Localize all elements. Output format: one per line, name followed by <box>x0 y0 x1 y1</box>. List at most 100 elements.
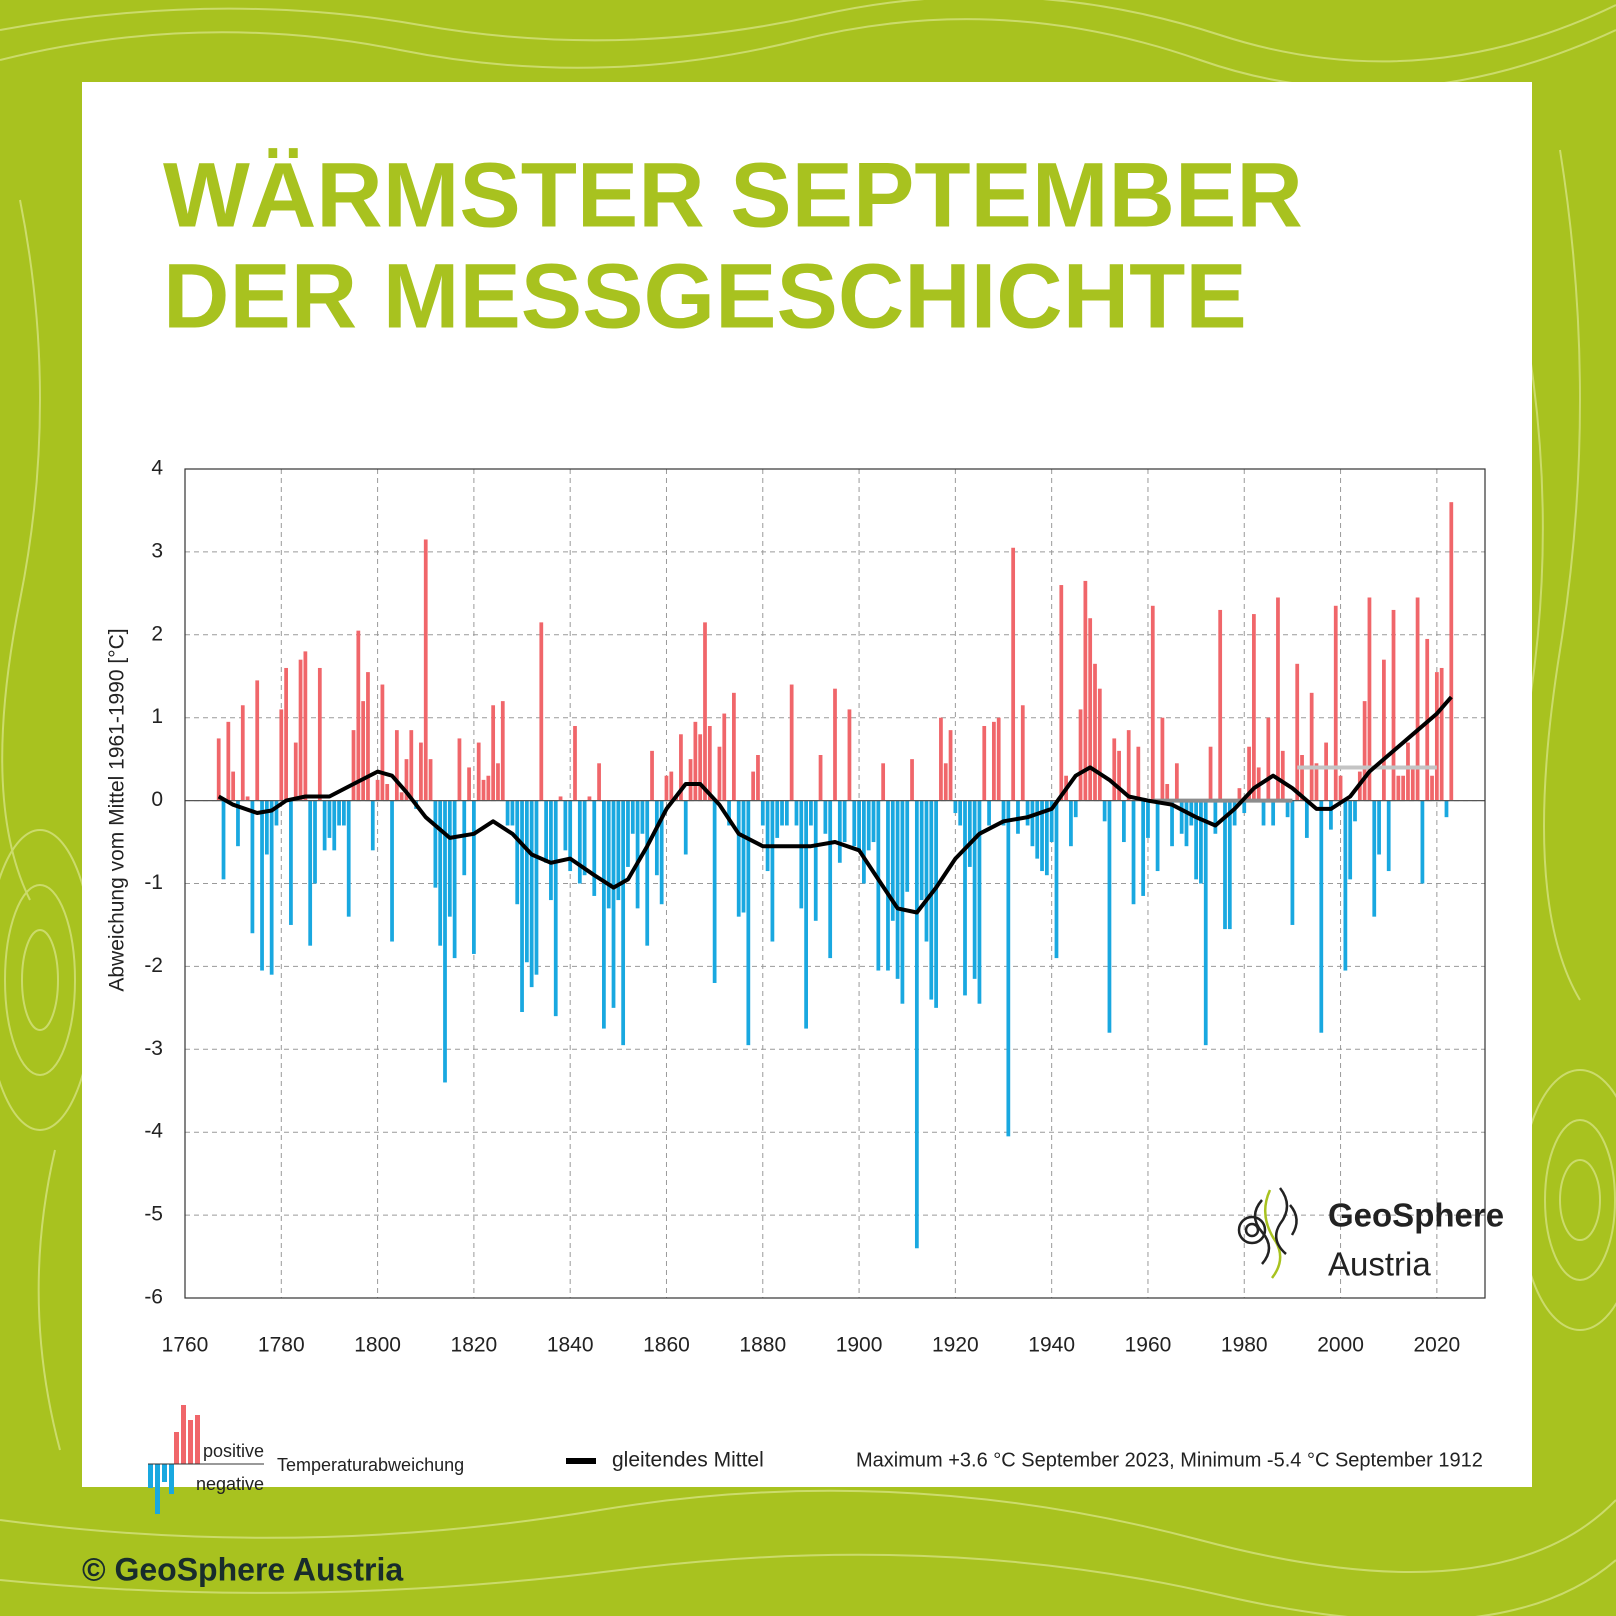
legend-label: positive <box>203 1441 264 1461</box>
bar <box>351 730 356 801</box>
bar <box>770 800 775 942</box>
bar <box>751 771 756 801</box>
bar <box>1362 701 1367 801</box>
bar <box>732 692 736 801</box>
bar <box>640 800 645 834</box>
bar <box>563 800 568 851</box>
bar <box>1324 742 1328 801</box>
bar <box>529 800 534 988</box>
bar <box>1382 659 1386 801</box>
bar <box>1261 800 1266 826</box>
bar <box>423 539 428 801</box>
x-tick-label: 1880 <box>739 1334 786 1357</box>
bar <box>491 705 496 801</box>
bar <box>592 800 597 896</box>
bar <box>967 800 972 867</box>
bar <box>1406 742 1410 801</box>
bar <box>558 796 563 801</box>
bar <box>419 742 423 801</box>
legend-icon <box>148 1405 596 1514</box>
bar <box>496 763 500 801</box>
bar <box>1160 717 1165 801</box>
bar <box>313 800 317 884</box>
bar <box>1285 800 1290 818</box>
bar <box>963 800 967 996</box>
bar <box>626 800 630 867</box>
bar <box>486 775 491 801</box>
bar <box>910 759 914 801</box>
title-line: DER MESSGESCHICHTE <box>163 245 1247 347</box>
bar <box>862 800 866 884</box>
bar <box>833 688 837 801</box>
bar <box>549 800 553 901</box>
bar <box>409 730 414 801</box>
bar <box>1040 800 1044 872</box>
bar <box>1386 800 1391 872</box>
bar <box>992 721 996 801</box>
bar <box>1107 800 1112 1033</box>
bar <box>1449 502 1454 801</box>
bar <box>375 779 380 801</box>
bar <box>929 800 934 1000</box>
bar <box>852 800 857 847</box>
bar <box>1049 800 1054 843</box>
bar <box>597 763 601 801</box>
bar <box>698 734 703 801</box>
bar <box>500 701 505 801</box>
bar <box>467 767 471 801</box>
bar <box>342 800 346 826</box>
bar <box>1367 597 1372 801</box>
bar <box>1444 800 1449 818</box>
bar <box>428 759 433 801</box>
bar <box>472 800 476 954</box>
bar <box>1102 800 1107 822</box>
bar <box>1174 763 1179 801</box>
bar <box>539 622 544 801</box>
bar <box>216 738 221 801</box>
bar <box>919 800 924 901</box>
bar <box>1237 788 1242 801</box>
bar <box>621 800 626 1046</box>
bar <box>390 800 394 942</box>
bar <box>823 800 828 834</box>
bar <box>520 800 524 1012</box>
bar <box>683 800 688 855</box>
bar <box>1184 800 1189 847</box>
bar <box>707 725 712 801</box>
x-tick-label: 1920 <box>932 1334 979 1357</box>
bar <box>510 800 515 826</box>
bar <box>775 800 780 838</box>
bar <box>582 800 587 876</box>
bar <box>669 771 674 801</box>
bar <box>895 800 900 979</box>
bar <box>645 800 650 946</box>
bar <box>245 796 250 801</box>
bar <box>741 800 746 913</box>
bar <box>1136 746 1141 801</box>
x-tick-label: 2000 <box>1317 1334 1364 1357</box>
bar <box>1304 800 1309 838</box>
bar <box>1006 800 1011 1137</box>
bar <box>1353 800 1357 822</box>
bar <box>789 684 794 801</box>
bar <box>746 800 751 1046</box>
bar <box>1117 750 1121 801</box>
bar <box>1073 800 1078 818</box>
y-tick-label: -4 <box>144 1120 163 1143</box>
y-tick-label: 4 <box>151 457 163 480</box>
bar <box>1377 800 1381 855</box>
bar <box>284 667 288 801</box>
bar <box>1213 800 1218 834</box>
bar <box>1232 800 1237 826</box>
bar <box>356 630 361 801</box>
bar <box>433 800 438 888</box>
bar <box>1252 614 1256 801</box>
bar <box>236 800 240 847</box>
bar <box>1343 800 1348 971</box>
bar <box>679 734 683 801</box>
bar <box>837 800 842 863</box>
bar <box>1434 672 1439 801</box>
bar <box>1150 605 1155 801</box>
legend-label: Temperaturabweichung <box>277 1455 464 1475</box>
